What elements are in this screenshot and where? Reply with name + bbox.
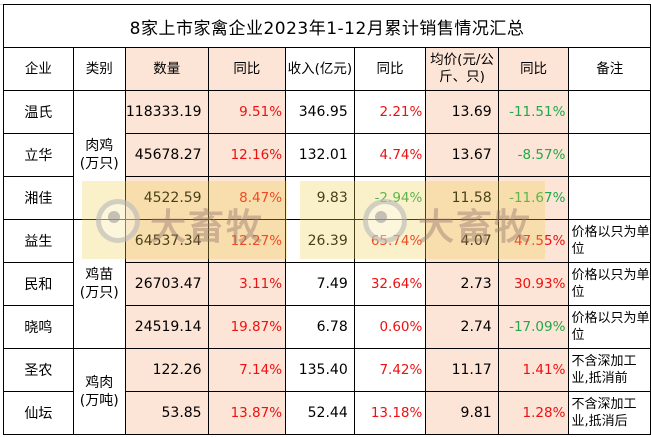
note-cell (568, 90, 651, 134)
header-row: 企业 类别 数量 同比 收入(亿元) 同比 均价(元/公斤、只) 同比 备注 (3, 47, 651, 91)
quantity-yoy-cell: 8.47% (207, 176, 287, 220)
note-cell: 价格以只为单位 (568, 262, 651, 306)
revenue-cell: 132.01 (285, 133, 355, 177)
note-cell: 价格以只为单位 (568, 305, 651, 349)
header-quantity-yoy: 同比 (207, 47, 287, 91)
quantity-cell: 24519.14 (124, 305, 209, 349)
revenue-yoy-cell: 0.60% (353, 305, 427, 349)
header-category: 类别 (72, 47, 126, 91)
quantity-cell: 4522.59 (124, 176, 209, 220)
avg-price-cell: 9.81 (425, 391, 499, 435)
quantity-cell: 26703.47 (124, 262, 209, 306)
header-company: 企业 (3, 47, 74, 91)
revenue-yoy-cell: 32.64% (353, 262, 427, 306)
company-cell: 圣农 (3, 348, 74, 392)
revenue-yoy-cell: 4.74% (353, 133, 427, 177)
revenue-cell: 346.95 (285, 90, 355, 134)
note-cell: 不含深加工业,抵消后 (568, 391, 651, 435)
revenue-cell: 9.83 (285, 176, 355, 220)
company-cell: 仙坛 (3, 391, 74, 435)
revenue-cell: 135.40 (285, 348, 355, 392)
quantity-cell: 45678.27 (124, 133, 209, 177)
category-cell: 鸡苗 (万只) (72, 219, 126, 349)
avg-price-cell: 11.58 (425, 176, 499, 220)
quantity-cell: 122.26 (124, 348, 209, 392)
company-cell: 晓鸣 (3, 305, 74, 349)
table-row: 立华 45678.27 12.16% 132.01 4.74% 13.67 -8… (3, 133, 651, 177)
company-cell: 温氏 (3, 90, 74, 134)
header-avg-price: 均价(元/公斤、只) (425, 47, 499, 91)
company-cell: 立华 (3, 133, 74, 177)
revenue-cell: 7.49 (285, 262, 355, 306)
quantity-yoy-cell: 7.14% (207, 348, 287, 392)
revenue-cell: 52.44 (285, 391, 355, 435)
avg-price-cell: 13.69 (425, 90, 499, 134)
revenue-yoy-cell: 7.42% (353, 348, 427, 392)
avg-price-cell: 11.17 (425, 348, 499, 392)
price-yoy-cell: 30.93% (497, 262, 570, 306)
quantity-cell: 118333.19 (124, 90, 209, 134)
quantity-yoy-cell: 12.16% (207, 133, 287, 177)
table-row: 民和 26703.47 3.11% 7.49 32.64% 2.73 30.93… (3, 262, 651, 306)
table-row: 圣农 鸡肉 (万吨) 122.26 7.14% 135.40 7.42% 11.1… (3, 348, 651, 435)
price-yoy-cell: -8.57% (497, 133, 570, 177)
avg-price-cell: 2.73 (425, 262, 499, 306)
avg-price-cell: 4.07 (425, 219, 499, 263)
revenue-yoy-cell: 13.18% (353, 391, 427, 435)
header-revenue-yoy: 同比 (353, 47, 427, 91)
company-cell: 湘佳 (3, 176, 74, 220)
quantity-yoy-cell: 13.87% (207, 391, 287, 435)
price-yoy-cell: 1.41% (497, 348, 570, 392)
header-quantity: 数量 (124, 47, 209, 91)
price-yoy-cell: -11.67% (497, 176, 570, 220)
header-revenue: 收入(亿元) (285, 47, 355, 91)
price-yoy-cell: 1.28% (497, 391, 570, 435)
revenue-yoy-cell: 65.74% (353, 219, 427, 263)
table-row: 仙坛 53.85 13.87% 52.44 13.18% 9.81 1.28% … (3, 391, 651, 435)
header-notes: 备注 (568, 47, 651, 91)
price-yoy-cell: -11.51% (497, 90, 570, 134)
revenue-cell: 6.78 (285, 305, 355, 349)
price-yoy-cell: -17.09% (497, 305, 570, 349)
table-row: 温氏 肉鸡 (万只) 118333.19 9.51% 346.95 2.21% 1… (3, 90, 651, 220)
note-cell: 不含深加工业,抵消前 (568, 348, 651, 392)
avg-price-cell: 2.74 (425, 305, 499, 349)
category-cell: 鸡肉 (万吨) (72, 348, 126, 435)
table-title: 8家上市家禽企业2023年1-12月累计销售情况汇总 (3, 4, 651, 48)
avg-price-cell: 13.67 (425, 133, 499, 177)
table-row: 益生 鸡苗 (万只) 64537.34 12.27% 26.39 65.74% 4… (3, 219, 651, 349)
note-cell: 价格以只为单位 (568, 219, 651, 263)
company-cell: 民和 (3, 262, 74, 306)
note-cell (568, 176, 651, 220)
company-cell: 益生 (3, 219, 74, 263)
category-cell: 肉鸡 (万只) (72, 90, 126, 220)
sales-summary-table: 8家上市家禽企业2023年1-12月累计销售情况汇总 企业 类别 数量 同比 收… (3, 4, 651, 435)
quantity-cell: 64537.34 (124, 219, 209, 263)
price-yoy-cell: 47.55% (497, 219, 570, 263)
quantity-yoy-cell: 12.27% (207, 219, 287, 263)
revenue-cell: 26.39 (285, 219, 355, 263)
quantity-yoy-cell: 9.51% (207, 90, 287, 134)
revenue-yoy-cell: 2.21% (353, 90, 427, 134)
quantity-cell: 53.85 (124, 391, 209, 435)
note-cell (568, 133, 651, 177)
quantity-yoy-cell: 19.87% (207, 305, 287, 349)
header-price-yoy: 同比 (497, 47, 570, 91)
quantity-yoy-cell: 3.11% (207, 262, 287, 306)
revenue-yoy-cell: -2.94% (353, 176, 427, 220)
